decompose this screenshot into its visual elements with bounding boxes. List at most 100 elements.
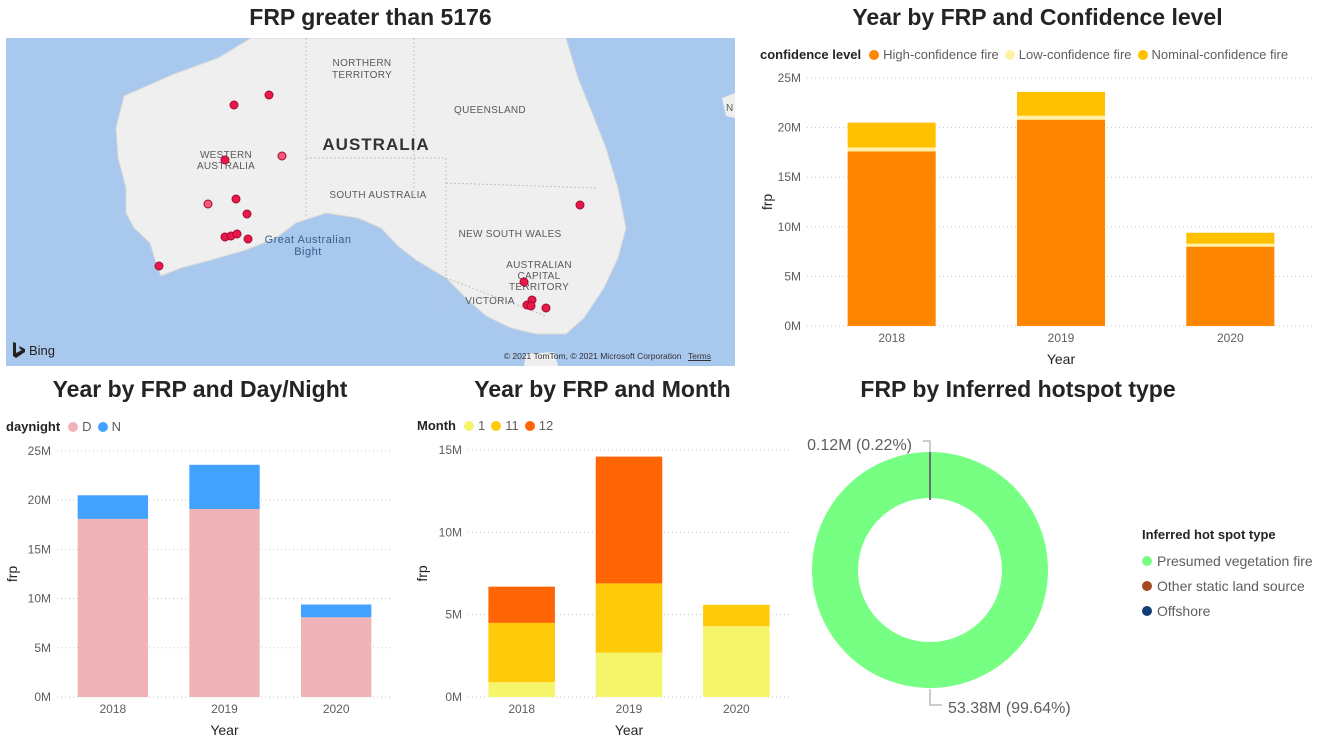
bar-segment-high-confidence-fire-2018[interactable]: [847, 151, 936, 326]
legend-title: Inferred hot spot type: [1142, 527, 1276, 542]
map-label-wa: WESTERN: [200, 150, 252, 161]
y-tick-label: 15M: [778, 170, 801, 184]
border-qld-nsw: [445, 182, 597, 189]
y-tick-label: 0M: [34, 690, 51, 704]
bar-segment-n-2020[interactable]: [300, 604, 372, 618]
y-tick-label: 5M: [445, 608, 462, 622]
bar-segment-1-2020[interactable]: [703, 626, 770, 697]
bar-segment-12-2018[interactable]: [488, 586, 555, 623]
legend-item-offshore[interactable]: Offshore: [1142, 598, 1313, 623]
legend-item-night[interactable]: N: [97, 419, 121, 434]
bar-segment-n-2018[interactable]: [77, 495, 149, 519]
y-tick-label: 10M: [28, 592, 51, 606]
bing-logo: Bing: [12, 342, 55, 358]
bar-segment-d-2020[interactable]: [300, 617, 372, 697]
map-point: [229, 100, 239, 110]
x-tick-label: 2019: [211, 702, 238, 716]
map-label-bight: Great Australian: [265, 234, 352, 246]
bar-segment-nominal-confidence-fire-2018[interactable]: [847, 122, 936, 148]
map-label-vic: VICTORIA: [465, 296, 514, 307]
map-label-nz: N: [726, 103, 733, 114]
tasmania: [524, 352, 558, 366]
map-point: [203, 199, 213, 209]
y-tick-label: 5M: [34, 641, 51, 655]
terms-link[interactable]: Terms: [687, 351, 711, 361]
bar-segment-low-confidence-fire-2018[interactable]: [847, 147, 936, 152]
bar-segment-nominal-confidence-fire-2019[interactable]: [1016, 91, 1106, 116]
bar-segment-d-2018[interactable]: [77, 518, 149, 697]
y-tick-label: 10M: [778, 220, 801, 234]
bar-segment-11-2019[interactable]: [595, 583, 663, 653]
y-axis-title: frp: [4, 566, 20, 583]
daynight-chart-title: Year by FRP and Day/Night: [52, 376, 348, 402]
bar-segment-12-2019[interactable]: [595, 456, 663, 584]
copyright-text: © 2021 TomTom, © 2021 Microsoft Corporat…: [503, 351, 682, 361]
legend-item-day[interactable]: D: [68, 419, 92, 434]
legend-label: Other static land source: [1157, 577, 1305, 594]
legend-label: 1: [477, 418, 486, 433]
map-canvas[interactable]: NORTHERN TERRITORY QUEENSLAND AUSTRALIA …: [6, 38, 735, 366]
bar-segment-11-2020[interactable]: [703, 604, 770, 627]
bar-segment-11-2018[interactable]: [488, 622, 555, 683]
legend-item-presumed-vegetation-fire[interactable]: Presumed vegetation fire: [1142, 548, 1313, 573]
australia-map: NORTHERN TERRITORY QUEENSLAND AUSTRALIA …: [115, 38, 735, 366]
new-zealand: [722, 93, 735, 118]
legend-item-month-11[interactable]: 11: [491, 418, 519, 433]
map-label-wa: AUSTRALIA: [197, 161, 255, 172]
daynight-chart[interactable]: 0M 5M 10M 15M 20M 25M 2018 2019 2020 Year frp: [0, 438, 400, 741]
map-label-sa: SOUTH AUSTRALIA: [329, 190, 426, 201]
y-tick-label: 0M: [445, 690, 462, 704]
x-tick-label: 2018: [99, 702, 126, 716]
legend-dot: [68, 421, 79, 432]
y-tick-label: 20M: [28, 493, 51, 507]
bar-segment-high-confidence-fire-2019[interactable]: [1016, 119, 1106, 326]
bar-segment-n-2019[interactable]: [189, 464, 260, 510]
y-tick-label: 10M: [439, 525, 462, 539]
confidence-chart[interactable]: 0M 5M 10M 15M 20M 25M 2018 2019 2020 Year frp: [745, 65, 1320, 370]
donut-slice-presumed-vegetation-fire: [812, 452, 1048, 688]
legend-item-nominal-confidence[interactable]: Nominal-confidence fire: [1137, 47, 1288, 62]
map-label-nt: TERRITORY: [332, 70, 392, 81]
bing-icon: [13, 342, 25, 358]
legend-dot: [869, 49, 880, 60]
legend-item-month-12[interactable]: 12: [524, 418, 554, 433]
x-tick-label: 2020: [723, 702, 750, 716]
map-point: [264, 90, 274, 100]
y-tick-label: 25M: [28, 444, 51, 458]
month-legend: Month 1 11 12: [417, 418, 559, 433]
bar-segment-d-2019[interactable]: [189, 509, 260, 697]
legend-dot: [463, 420, 474, 431]
legend-label: 12: [538, 418, 554, 433]
leader-line-small: [923, 440, 931, 453]
fire-points: [154, 90, 585, 313]
bar-segment-low-confidence-fire-2019[interactable]: [1016, 115, 1106, 120]
legend-label: Offshore: [1157, 602, 1211, 619]
map-label-act: TERRITORY: [509, 282, 569, 293]
bar-segment-nominal-confidence-fire-2020[interactable]: [1186, 232, 1275, 244]
x-tick-label: 2020: [1217, 331, 1244, 345]
legend-dot: [1142, 580, 1152, 591]
map-point: [232, 229, 242, 239]
hotspot-donut-chart[interactable]: 0.12M (0.22%) 53.38M (99.64%): [780, 425, 1120, 725]
daynight-legend: daynight D N: [6, 419, 127, 434]
y-axis-title: frp: [414, 565, 430, 582]
map-label-nsw: NEW SOUTH WALES: [458, 229, 561, 240]
legend-item-month-1[interactable]: 1: [463, 418, 486, 433]
legend-label: 11: [505, 418, 519, 433]
map-point: [243, 234, 253, 244]
legend-item-other-static-land-source[interactable]: Other static land source: [1142, 573, 1313, 598]
y-tick-label: 25M: [778, 71, 801, 85]
confidence-chart-title: Year by FRP and Confidence level: [852, 4, 1223, 30]
bar-segment-high-confidence-fire-2020[interactable]: [1186, 246, 1275, 326]
bar-segment-1-2018[interactable]: [488, 682, 555, 697]
map-label-act: CAPITAL: [517, 271, 560, 282]
bar-segment-low-confidence-fire-2020[interactable]: [1186, 243, 1275, 247]
legend-item-low-confidence[interactable]: Low-confidence fire: [1004, 47, 1132, 62]
hotspot-legend: Inferred hot spot type Presumed vegetati…: [1142, 527, 1313, 623]
map-label-bight: Bight: [294, 246, 322, 258]
legend-item-high-confidence[interactable]: High-confidence fire: [869, 47, 999, 62]
month-chart[interactable]: 0M 5M 10M 15M 2018 2019 2020 Year frp: [410, 438, 795, 741]
map-copyright: © 2021 TomTom, © 2021 Microsoft Corporat…: [504, 351, 711, 361]
donut-label-small: 0.12M (0.22%): [807, 437, 912, 454]
bar-segment-1-2019[interactable]: [595, 652, 663, 697]
